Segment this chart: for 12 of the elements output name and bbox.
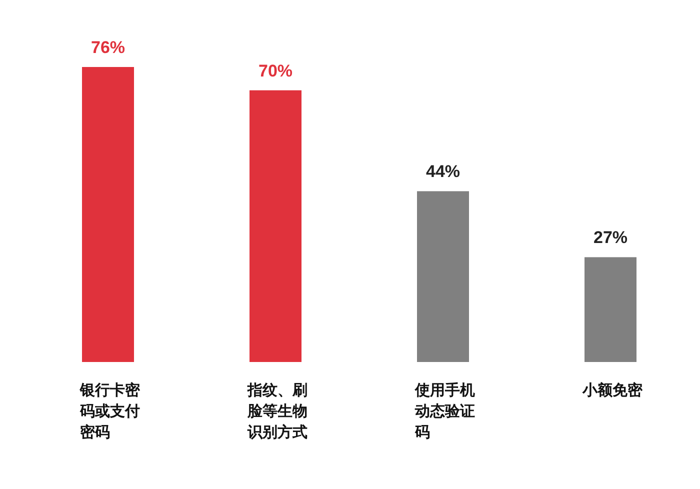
x-tick-label: 指纹、刷脸等生物识别方式 [248,380,308,443]
bar [417,191,469,362]
data-label: 44% [426,162,460,182]
data-label: 70% [258,61,293,80]
data-label: 27% [593,228,628,248]
bar [82,67,134,362]
x-tick-label: 银行卡密码或支付密码 [80,380,141,443]
x-tick-label: 小额免密 [582,380,644,401]
x-tick-label: 使用手机动态验证码 [415,380,476,443]
bar [250,90,302,362]
data-label: 76% [90,38,126,57]
bar [584,257,636,362]
